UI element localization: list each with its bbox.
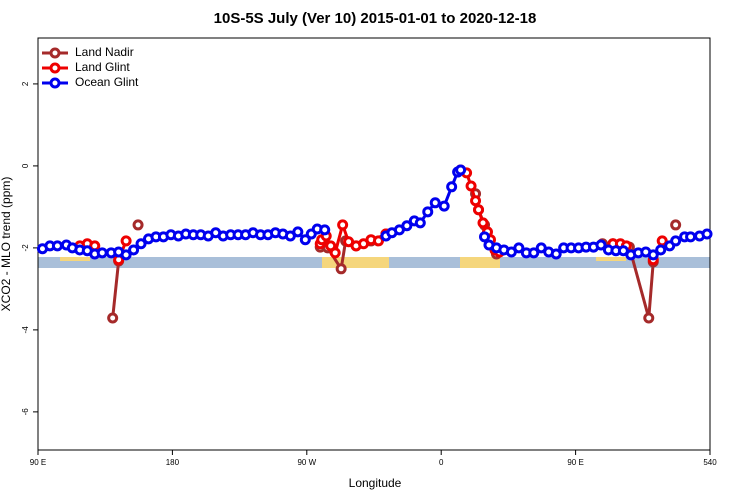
data-point bbox=[107, 312, 119, 324]
y-axis-label: XCO2 - MLO trend (ppm) bbox=[0, 177, 13, 312]
data-point bbox=[429, 197, 441, 209]
data-point bbox=[51, 240, 63, 252]
legend-marker bbox=[49, 77, 61, 89]
data-point bbox=[446, 181, 458, 193]
y-tick-label: -4 bbox=[21, 326, 30, 334]
x-tick-label: 90 E bbox=[30, 458, 46, 467]
data-point bbox=[135, 238, 147, 250]
data-point bbox=[670, 219, 682, 231]
x-tick-label: 90 E bbox=[567, 458, 583, 467]
data-point bbox=[595, 239, 607, 251]
data-point bbox=[655, 244, 667, 256]
series-line bbox=[113, 194, 676, 318]
data-point bbox=[701, 228, 713, 240]
legend-label: Land Nadir bbox=[75, 45, 134, 59]
legend-marker bbox=[49, 47, 61, 59]
data-point bbox=[670, 235, 682, 247]
plot-frame bbox=[37, 37, 711, 451]
y-tick-label: -6 bbox=[21, 408, 30, 416]
legend-label: Ocean Glint bbox=[75, 75, 139, 89]
data-point bbox=[319, 224, 331, 236]
legend-marker bbox=[49, 62, 61, 74]
legend-label: Land Glint bbox=[75, 60, 130, 74]
data-point bbox=[401, 220, 413, 232]
data-point bbox=[470, 195, 482, 207]
x-tick-label: 540 bbox=[703, 458, 717, 467]
chart-title: 10S-5S July (Ver 10) 2015-01-01 to 2020-… bbox=[214, 10, 537, 27]
data-point bbox=[685, 231, 697, 243]
y-tick-label: 2 bbox=[21, 81, 30, 86]
data-point bbox=[329, 247, 341, 259]
data-point bbox=[477, 217, 489, 229]
x-tick-label: 0 bbox=[439, 458, 444, 467]
data-point bbox=[473, 204, 485, 216]
y-tick-label: 0 bbox=[21, 163, 30, 168]
data-point bbox=[479, 231, 491, 243]
data-point bbox=[120, 249, 132, 261]
x-tick-label: 90 W bbox=[297, 458, 316, 467]
data-point bbox=[643, 312, 655, 324]
data-point bbox=[647, 249, 659, 261]
data-point bbox=[455, 164, 467, 176]
data-point bbox=[128, 244, 140, 256]
data-point bbox=[438, 200, 450, 212]
x-axis-label: Longitude bbox=[349, 476, 402, 490]
map-strip bbox=[38, 257, 710, 268]
data-point bbox=[96, 247, 108, 259]
y-tick-label: -2 bbox=[21, 244, 30, 252]
data-point bbox=[513, 242, 525, 254]
data-point bbox=[414, 217, 426, 229]
data-point bbox=[422, 206, 434, 218]
data-point bbox=[335, 263, 347, 275]
data-point bbox=[292, 226, 304, 238]
x-tick-label: 180 bbox=[166, 458, 180, 467]
data-point bbox=[528, 247, 540, 259]
data-point bbox=[132, 219, 144, 231]
data-point bbox=[550, 248, 562, 260]
data-point bbox=[120, 235, 132, 247]
data-point bbox=[337, 219, 349, 231]
data-point bbox=[372, 235, 384, 247]
data-point bbox=[465, 180, 477, 192]
